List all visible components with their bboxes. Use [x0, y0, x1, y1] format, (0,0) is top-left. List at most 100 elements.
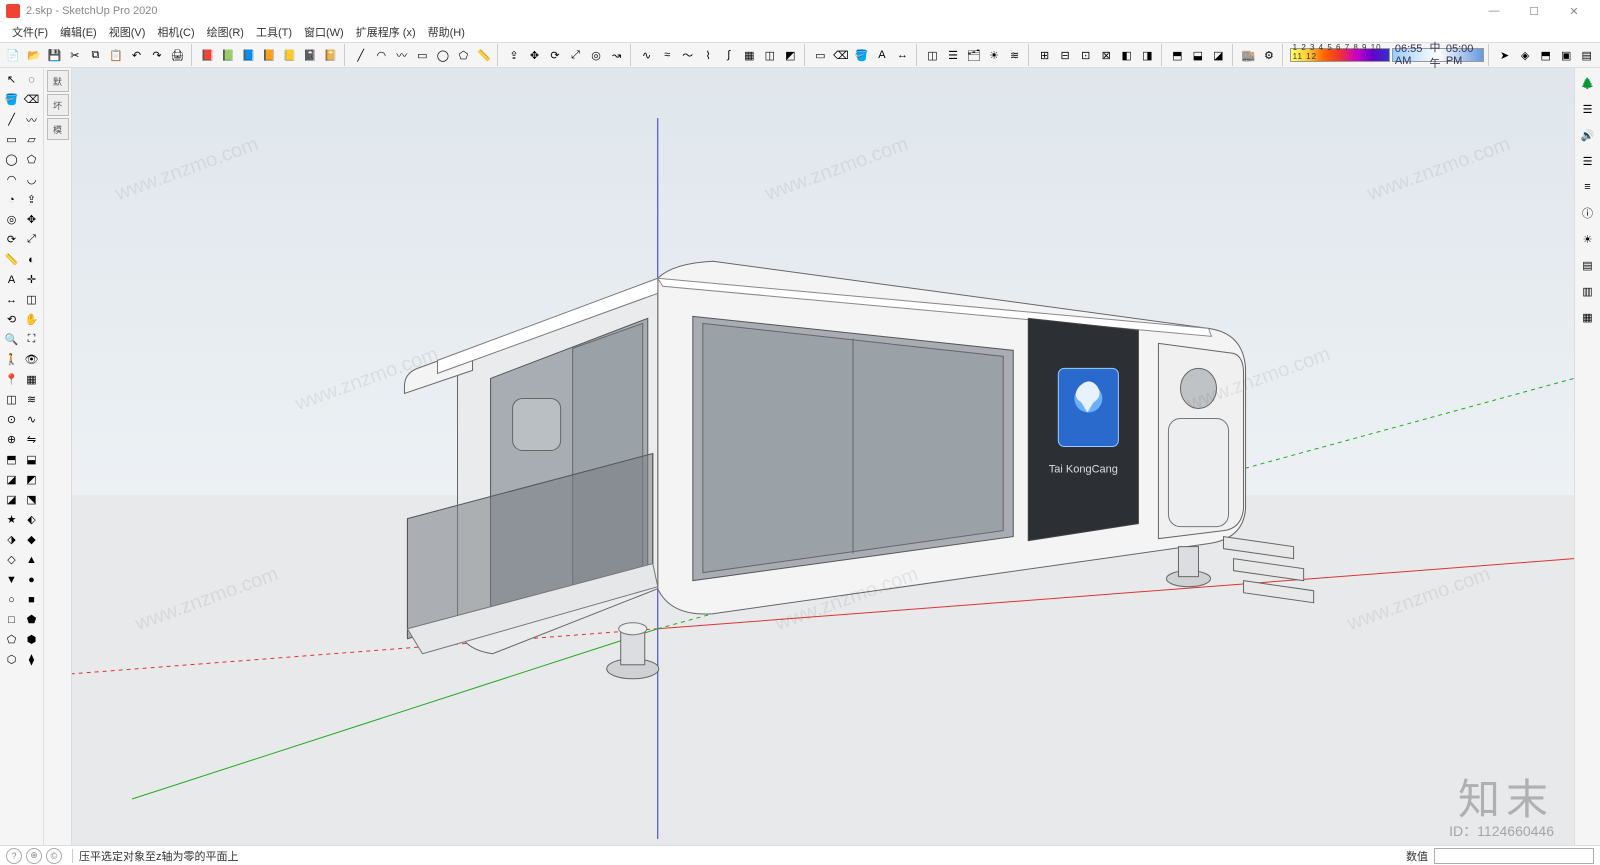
tool-offset[interactable]: ◎ — [587, 44, 606, 66]
tool-flip[interactable]: ⇋ — [22, 430, 41, 449]
panel-tree[interactable]: 🌲 — [1577, 72, 1599, 94]
tool-warehouse[interactable]: 🏬 — [1239, 44, 1258, 66]
tool-print[interactable]: 🖨 — [168, 44, 187, 66]
tool-arc2[interactable]: ◡ — [22, 170, 41, 189]
menu-6[interactable]: 窗口(W) — [298, 24, 350, 40]
tool-tape[interactable]: 📏 — [2, 250, 21, 269]
tool-layers[interactable]: ☰ — [944, 44, 963, 66]
tool-rotrect[interactable]: ▱ — [22, 130, 41, 149]
panel-c[interactable]: ▦ — [1577, 306, 1599, 328]
viewport-3d[interactable]: Tai KongCang — [72, 68, 1574, 845]
panel-entity[interactable]: ⓘ — [1577, 202, 1599, 224]
panel-style2[interactable]: ≡ — [1577, 176, 1599, 198]
tool-plugin4[interactable]: ◆ — [22, 530, 41, 549]
tool-plugin7[interactable]: ▼ — [2, 570, 21, 589]
tool-sandbox[interactable]: ▦ — [22, 370, 41, 389]
tool-look[interactable]: 👁 — [22, 350, 41, 369]
tool-axis4[interactable]: ⊠ — [1097, 44, 1116, 66]
tool-book5[interactable]: 📒 — [280, 44, 299, 66]
tool-solid3[interactable]: ◪ — [1209, 44, 1228, 66]
tool-walk[interactable]: 🚶 — [2, 350, 21, 369]
help-button[interactable]: ? — [6, 848, 22, 864]
tool-dim[interactable]: ↔ — [893, 44, 912, 66]
tool-ext[interactable]: ⚙ — [1260, 44, 1279, 66]
view-iso[interactable]: ◈ — [1516, 44, 1535, 66]
tool-solid2[interactable]: ⬓ — [22, 450, 41, 469]
tool-plugin11[interactable]: □ — [2, 610, 21, 629]
tool-plugin1[interactable]: ★ — [2, 510, 21, 529]
tool-dim[interactable]: ↔ — [2, 290, 21, 309]
panel-style1[interactable]: ☰ — [1577, 150, 1599, 172]
tool-paint[interactable]: 🪣 — [2, 90, 21, 109]
tool-sel[interactable]: ▭ — [811, 44, 830, 66]
tool-zoomext[interactable]: ⛶ — [22, 330, 41, 349]
tool-tape[interactable]: 📏 — [475, 44, 494, 66]
tool-protractor[interactable]: ◐ — [22, 250, 41, 269]
menu-1[interactable]: 编辑(E) — [54, 24, 103, 40]
tool-sandbox2[interactable]: ◫ — [761, 44, 780, 66]
tray-tab-1[interactable]: 坏 — [47, 94, 69, 116]
tool-axis5[interactable]: ◧ — [1117, 44, 1136, 66]
tool-text[interactable]: A — [2, 270, 21, 289]
tool-circle[interactable]: ◯ — [434, 44, 453, 66]
tool-drape[interactable]: ≋ — [22, 390, 41, 409]
tool-rotate[interactable]: ⟳ — [546, 44, 565, 66]
tool-freehand[interactable]: 〰 — [22, 110, 41, 129]
credit-button[interactable]: © — [46, 848, 62, 864]
tool-sandbox2[interactable]: ◫ — [2, 390, 21, 409]
tool-plugin9[interactable]: ○ — [2, 590, 21, 609]
tool-solid1[interactable]: ⬒ — [2, 450, 21, 469]
tool-redo[interactable]: ↷ — [148, 44, 167, 66]
tool-eraser[interactable]: ⌫ — [22, 90, 41, 109]
tool-smoove[interactable]: ∿ — [22, 410, 41, 429]
time-slider[interactable]: 06:55 AM中午05:00 PM — [1392, 48, 1484, 62]
tool-section[interactable]: ◫ — [923, 44, 942, 66]
tool-axis3[interactable]: ⊡ — [1076, 44, 1095, 66]
tool-axis1[interactable]: ⊞ — [1035, 44, 1054, 66]
geo-button[interactable]: ⊕ — [26, 848, 42, 864]
tool-plugin12[interactable]: ⬟ — [22, 610, 41, 629]
menu-7[interactable]: 扩展程序 (x) — [350, 24, 422, 40]
tool-axis2[interactable]: ⊟ — [1056, 44, 1075, 66]
tool-pan[interactable]: ✋ — [22, 310, 41, 329]
tool-solid3[interactable]: ◪ — [2, 470, 21, 489]
tool-new[interactable]: 📄 — [4, 44, 23, 66]
tray-tab-0[interactable]: 默 — [47, 70, 69, 92]
tool-save[interactable]: 💾 — [45, 44, 64, 66]
tool-push[interactable]: ⇪ — [22, 190, 41, 209]
tool-section[interactable]: ◫ — [22, 290, 41, 309]
tool-move[interactable]: ✥ — [22, 210, 41, 229]
tool-lasso[interactable]: ◌ — [22, 70, 41, 89]
tool-rect[interactable]: ▭ — [2, 130, 21, 149]
tool-circle[interactable]: ◯ — [2, 150, 21, 169]
tool-book4[interactable]: 📙 — [260, 44, 279, 66]
tool-book7[interactable]: 📔 — [321, 44, 340, 66]
tool-scale[interactable]: ⤢ — [22, 230, 41, 249]
tool-plugin6[interactable]: ▲ — [22, 550, 41, 569]
tool-paste[interactable]: 📋 — [107, 44, 126, 66]
tool-book6[interactable]: 📓 — [301, 44, 320, 66]
tool-push[interactable]: ⇪ — [505, 44, 524, 66]
tool-zoom[interactable]: 🔍 — [2, 330, 21, 349]
panel-shadow[interactable]: ☀ — [1577, 228, 1599, 250]
menu-2[interactable]: 视图(V) — [103, 24, 152, 40]
panel-layers[interactable]: ☰ — [1577, 98, 1599, 120]
menu-4[interactable]: 绘图(R) — [201, 24, 250, 40]
tool-plugin2[interactable]: ⬖ — [22, 510, 41, 529]
tool-shadows[interactable]: ☀ — [985, 44, 1004, 66]
menu-3[interactable]: 相机(C) — [151, 24, 200, 40]
tool-arc[interactable]: ◠ — [372, 44, 391, 66]
shadow-gradient[interactable]: 1 2 3 4 5 6 7 8 9 10 11 12 — [1290, 48, 1390, 62]
tool-follow[interactable]: ↝ — [607, 44, 626, 66]
tool-freehand[interactable]: 〰 — [393, 44, 412, 66]
tool-rotate[interactable]: ⟳ — [2, 230, 21, 249]
maximize-button[interactable]: ☐ — [1514, 1, 1554, 21]
tool-solid6[interactable]: ⬔ — [22, 490, 41, 509]
tool-book3[interactable]: 📘 — [239, 44, 258, 66]
tool-sandbox3[interactable]: ◩ — [781, 44, 800, 66]
measurement-input[interactable] — [1434, 848, 1594, 864]
tool-erase[interactable]: ⌫ — [832, 44, 851, 66]
panel-a[interactable]: ▤ — [1577, 254, 1599, 276]
tool-fog[interactable]: ≋ — [1005, 44, 1024, 66]
tool-plugin3[interactable]: ⬗ — [2, 530, 21, 549]
